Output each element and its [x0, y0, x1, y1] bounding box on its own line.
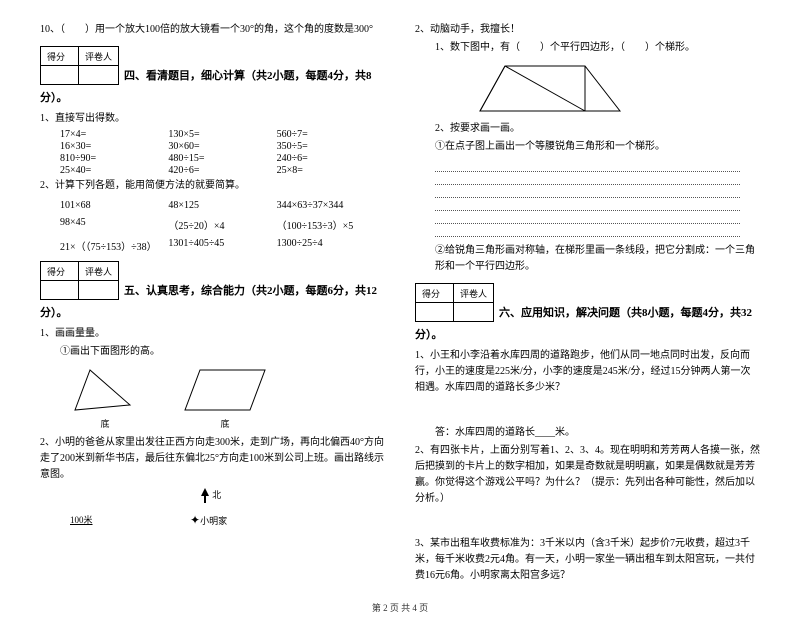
score-cell: [41, 281, 79, 300]
grader-cell: [79, 66, 119, 85]
calc-cell: 25×40=: [60, 165, 168, 176]
q5-1-detail: ①画出下面图形的高。: [60, 344, 385, 360]
calc-cell: 560÷7=: [277, 129, 385, 140]
q5-1: 1、画画量量。: [40, 326, 385, 342]
question-10: 10、（ ）用一个放大100倍的放大镜看一个30°的角，这个角的度数是300°: [40, 22, 385, 38]
dot-grid: [435, 161, 740, 237]
trapezoid-figure: [475, 61, 760, 116]
q2-1: 1、数下图中，有（ ）个平行四边形，（ ）个梯形。: [435, 40, 760, 56]
grader-label: 评卷人: [454, 284, 494, 303]
calc-cell: 1301÷405÷45: [168, 238, 276, 253]
left-column: 10、（ ）用一个放大100倍的放大镜看一个30°的角，这个角的度数是300° …: [40, 20, 385, 586]
right-column: 2、动脑动手，我擅长！ 1、数下图中，有（ ）个平行四边形，（ ）个梯形。 2、…: [415, 20, 760, 586]
calc-cell: 16×30=: [60, 141, 168, 152]
q6-1-ans: 答：水库四周的道路长____米。: [435, 425, 760, 441]
calc-cell: 25×8=: [277, 165, 385, 176]
trapezoid-icon: [475, 61, 625, 116]
calc-cell: （100÷153÷3）×5: [277, 217, 385, 232]
triangle-label: 底: [70, 417, 140, 430]
calc-cell: 350÷5=: [277, 141, 385, 152]
triangle-shape: 底: [70, 365, 140, 430]
section-5-suffix: 分）。: [40, 304, 385, 320]
parallelogram-shape: 底: [180, 365, 270, 430]
section-4-title: 四、看清题目，细心计算（共2小题，每题4分，共8: [124, 67, 372, 85]
score-box-5: 得分 评卷人: [40, 261, 119, 300]
north-label: 北: [212, 490, 221, 500]
home-marker: ✦小明家: [190, 513, 227, 528]
calc-cell: 480÷15=: [168, 153, 276, 164]
page-container: 10、（ ）用一个放大100倍的放大镜看一个30°的角，这个角的度数是300° …: [40, 20, 760, 586]
score-label: 得分: [41, 262, 79, 281]
grader-cell: [454, 303, 494, 322]
q6-2: 2、有四张卡片，上面分别写着1、2、3、4。现在明明和芳芳两人各摸一张，然后把摸…: [415, 443, 760, 507]
score-label: 得分: [41, 47, 79, 66]
calc-cell: 1300÷25÷4: [277, 238, 385, 253]
q4-1: 1、直接写出得数。: [40, 111, 385, 127]
section-4-header: 得分 评卷人 四、看清题目，细心计算（共2小题，每题4分，共8: [40, 46, 385, 85]
section-5-title: 五、认真思考，综合能力（共2小题，每题6分，共12: [124, 282, 377, 300]
shape-row: 底 底: [70, 365, 385, 430]
score-box-4: 得分 评卷人: [40, 46, 119, 85]
score-cell: [41, 66, 79, 85]
calc-block-2: 101×6848×125344×63÷37×344 98×45（25÷20）×4…: [40, 200, 385, 253]
calc-cell: 98×45: [60, 217, 168, 232]
north-arrow: 北: [200, 488, 221, 503]
calc-cell: 810÷90=: [60, 153, 168, 164]
section-4-suffix: 分）。: [40, 89, 385, 105]
q2-2-detail: ①在点子图上画出一个等腰锐角三角形和一个梯形。: [435, 139, 760, 155]
calc-block-1: 17×4=130×5=560÷7= 16×30=30×60=350÷5= 810…: [40, 129, 385, 176]
score-cell: [416, 303, 454, 322]
section-6-suffix: 分）。: [415, 326, 760, 342]
q6-3: 3、某市出租车收费标准为：3千米以内（含3千米）起步价7元收费，超过3千米，每千…: [415, 536, 760, 584]
q6-1: 1、小王和小李沿着水库四周的道路跑步，他们从同一地点同时出发，反向而行，小王的速…: [415, 348, 760, 396]
grader-label: 评卷人: [79, 262, 119, 281]
calc-cell: 130×5=: [168, 129, 276, 140]
calc-cell: 344×63÷37×344: [277, 200, 385, 211]
grader-cell: [79, 281, 119, 300]
section-5-header: 得分 评卷人 五、认真思考，综合能力（共2小题，每题6分，共12: [40, 261, 385, 300]
calc-cell: （25÷20）×4: [168, 217, 276, 232]
q4-2: 2、计算下列各题，能用简便方法的就要简算。: [40, 178, 385, 194]
calc-cell: 420÷6=: [168, 165, 276, 176]
calc-cell: 48×125: [168, 200, 276, 211]
calc-cell: 30×60=: [168, 141, 276, 152]
q2-top: 2、动脑动手，我擅长！: [415, 22, 760, 38]
direction-diagram: 北 100米 ✦小明家: [40, 488, 385, 533]
calc-cell: 240÷6=: [277, 153, 385, 164]
arrow-up-icon: [200, 488, 210, 503]
q2-2: 2、按要求画一画。: [435, 121, 760, 137]
q2-2-detail2: ②给锐角三角形画对称轴，在梯形里画一条线段，把它分割成：一个三角形和一个平行四边…: [435, 243, 760, 275]
home-label: 小明家: [200, 516, 227, 526]
section-6-title: 六、应用知识，解决问题（共8小题，每题4分，共32: [499, 304, 752, 322]
score-label: 得分: [416, 284, 454, 303]
q5-2: 2、小明的爸爸从家里出发往正西方向走300米，走到广场，再向北偏西40°方向走了…: [40, 435, 385, 483]
section-6-header: 得分 评卷人 六、应用知识，解决问题（共8小题，每题4分，共32: [415, 283, 760, 322]
grader-label: 评卷人: [79, 47, 119, 66]
page-footer: 第 2 页 共 4 页: [40, 601, 760, 614]
calc-cell: 101×68: [60, 200, 168, 211]
scale-label: 100米: [70, 513, 93, 526]
score-box-6: 得分 评卷人: [415, 283, 494, 322]
para-label: 底: [180, 417, 270, 430]
triangle-icon: [70, 365, 140, 415]
parallelogram-icon: [180, 365, 270, 415]
calc-cell: 21×（（75÷153）÷38）: [60, 238, 168, 253]
calc-cell: 17×4=: [60, 129, 168, 140]
